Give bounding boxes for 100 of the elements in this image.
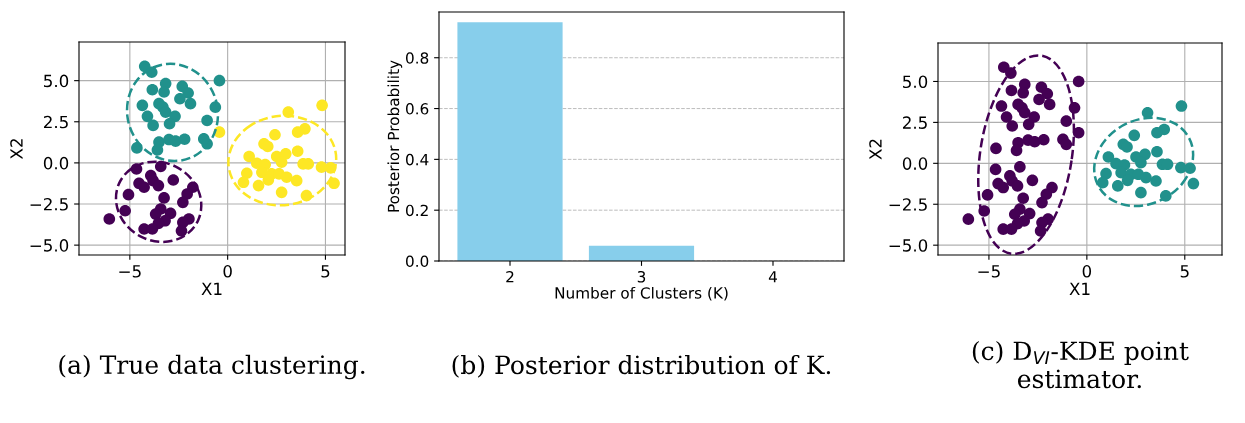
- point: [177, 196, 189, 209]
- point: [1187, 177, 1200, 190]
- point: [1100, 167, 1112, 180]
- point: [995, 100, 1008, 112]
- point: [290, 174, 303, 187]
- point: [990, 142, 1002, 155]
- y-tick-label: 0.0: [902, 157, 928, 170]
- point: [1150, 175, 1162, 187]
- x-axis-title: X1: [201, 282, 222, 295]
- point: [1072, 126, 1085, 139]
- x-tick-label: 0: [223, 265, 232, 278]
- point: [174, 92, 186, 105]
- point: [159, 106, 172, 118]
- y-tick-label: 0.0: [405, 255, 429, 268]
- point: [1036, 196, 1048, 209]
- point: [119, 204, 131, 217]
- point: [1037, 133, 1050, 146]
- point: [1010, 144, 1023, 157]
- point: [182, 87, 194, 99]
- y-tick-label: 2.5: [43, 115, 68, 129]
- point: [1011, 180, 1024, 192]
- point: [280, 171, 293, 184]
- point: [167, 174, 180, 186]
- point: [1135, 186, 1147, 199]
- x-tick-label: 4: [768, 271, 777, 283]
- point: [252, 179, 265, 192]
- point: [241, 167, 253, 180]
- point: [1140, 171, 1152, 184]
- y-tick-label: 0.8: [405, 52, 429, 64]
- point: [184, 97, 197, 110]
- y-tick-label: −5.0: [30, 239, 69, 252]
- point: [1008, 208, 1021, 221]
- point: [178, 133, 191, 146]
- point: [1017, 192, 1030, 204]
- point: [122, 188, 135, 201]
- y-axis-title: X2: [10, 139, 23, 160]
- point: [1111, 180, 1124, 192]
- point: [1043, 98, 1056, 111]
- x-axis-title: Number of Clusters (K): [555, 286, 728, 301]
- text: (a) True data clustering.: [59, 354, 365, 380]
- point: [1141, 106, 1154, 119]
- y-tick-label: 0.0: [43, 156, 69, 170]
- point: [1005, 84, 1018, 97]
- point: [261, 140, 274, 153]
- point: [243, 150, 255, 163]
- x-tick-label: 5: [1180, 265, 1189, 278]
- y-tick-label: 5.0: [44, 74, 69, 88]
- point: [237, 176, 250, 189]
- x-tick-label: −5: [978, 265, 1000, 278]
- point: [1121, 141, 1133, 153]
- point: [1041, 87, 1054, 100]
- point: [175, 225, 188, 237]
- x-tick-label: 0: [1082, 265, 1092, 278]
- point: [291, 126, 304, 138]
- point: [149, 208, 162, 220]
- point: [1102, 151, 1115, 163]
- y-tick-label: 5.0: [903, 75, 928, 89]
- point: [989, 163, 1002, 176]
- point: [201, 114, 213, 127]
- point: [152, 179, 165, 192]
- point: [1026, 174, 1039, 187]
- point: [1072, 75, 1085, 88]
- point: [1014, 161, 1026, 173]
- x-tick-label: −5: [119, 265, 141, 278]
- point: [1096, 176, 1109, 189]
- point: [213, 74, 226, 87]
- point: [316, 99, 328, 112]
- point: [269, 128, 281, 141]
- y-tick-label: −2.5: [30, 197, 68, 211]
- point: [151, 144, 164, 156]
- point: [997, 181, 1010, 194]
- point: [1128, 129, 1141, 142]
- point: [1006, 120, 1019, 132]
- text: (b) Posterior distribution of K.: [452, 354, 831, 378]
- point: [1151, 145, 1163, 158]
- point: [1022, 118, 1035, 131]
- point: [1060, 115, 1073, 127]
- point: [962, 213, 975, 225]
- point: [181, 188, 193, 200]
- point: [146, 83, 159, 96]
- y-tick-label: 2.5: [902, 116, 927, 129]
- point: [291, 145, 304, 158]
- point: [1033, 93, 1045, 106]
- point: [1175, 100, 1188, 112]
- x-tick-label: 5: [321, 265, 330, 278]
- text: (c) D$_{VI}$-KDE point estimator.: [972, 340, 1189, 389]
- point: [1034, 225, 1047, 237]
- point: [1151, 126, 1163, 139]
- point: [1060, 138, 1073, 151]
- x-axis-title: X1: [1069, 282, 1090, 295]
- point: [136, 99, 149, 112]
- point: [981, 189, 994, 201]
- point: [158, 192, 170, 204]
- y-tick-label: 0.4: [405, 153, 429, 166]
- point: [147, 119, 159, 132]
- point: [163, 117, 176, 130]
- y-tick-label: −2.5: [889, 198, 927, 211]
- point: [138, 181, 150, 194]
- y-axis-title: X2: [869, 139, 882, 160]
- point: [103, 213, 116, 225]
